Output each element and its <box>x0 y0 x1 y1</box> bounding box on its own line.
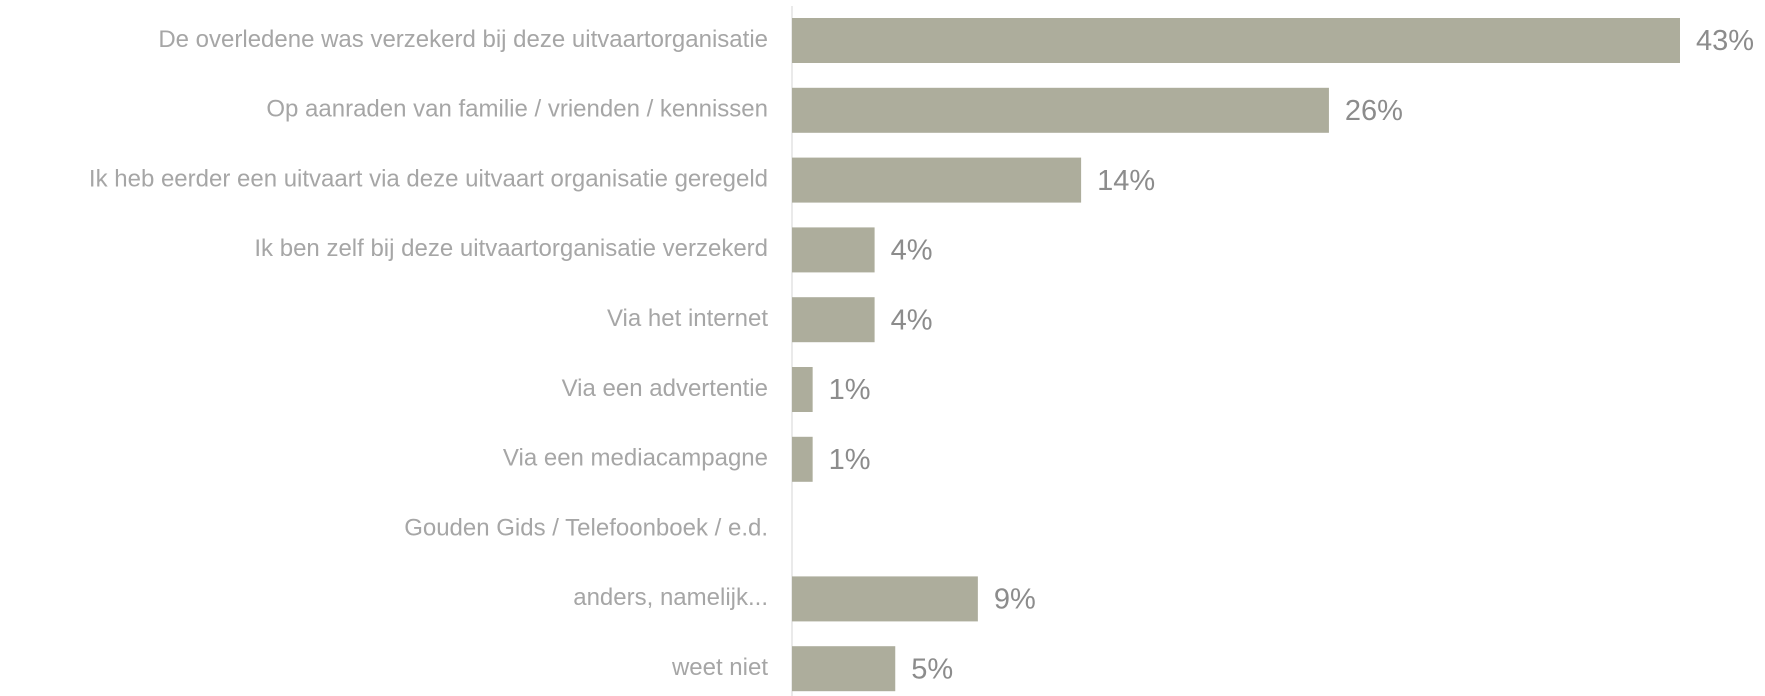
bar <box>792 227 875 273</box>
value-label: 43% <box>1696 25 1754 57</box>
category-label: weet niet <box>671 654 768 681</box>
value-label: 4% <box>891 304 933 336</box>
value-label: 1% <box>829 444 871 476</box>
category-label: Via een advertentie <box>562 375 768 402</box>
category-label: Gouden Gids / Telefoonboek / e.d. <box>404 514 768 541</box>
value-label: 1% <box>829 374 871 406</box>
value-label: 26% <box>1345 95 1403 127</box>
category-label: Via het internet <box>607 305 768 332</box>
category-label: Ik ben zelf bij deze uitvaartorganisatie… <box>254 235 768 262</box>
value-label: 5% <box>911 653 953 685</box>
category-label: Ik heb eerder een uitvaart via deze uitv… <box>89 165 768 192</box>
category-label: De overledene was verzekerd bij deze uit… <box>158 26 768 53</box>
bar <box>792 18 1680 63</box>
value-label: 14% <box>1097 165 1155 197</box>
value-label: 9% <box>994 584 1036 616</box>
category-label: Via een mediacampagne <box>503 445 768 472</box>
bar <box>792 367 813 412</box>
bar <box>792 157 1082 203</box>
bar <box>792 297 875 343</box>
bar <box>792 436 813 482</box>
bar <box>792 646 896 692</box>
category-label: Op aanraden van familie / vrienden / ken… <box>266 96 768 123</box>
bar <box>792 576 978 622</box>
value-label: 4% <box>891 235 933 267</box>
category-label: anders, namelijk... <box>573 584 768 611</box>
bar <box>792 87 1329 133</box>
